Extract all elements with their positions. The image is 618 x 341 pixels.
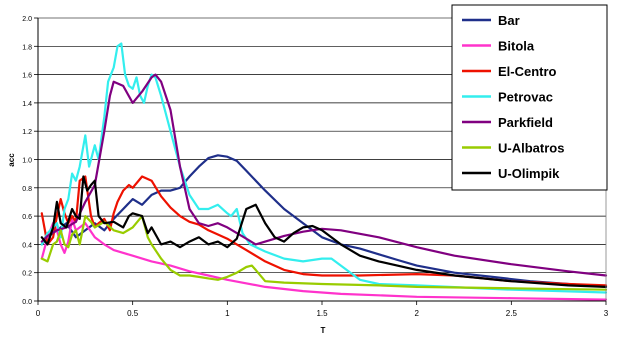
y-axis-label: acc [7, 153, 16, 167]
y-tick-label: 0.8 [22, 186, 32, 193]
y-tick-label: 1.6 [22, 73, 32, 80]
y-tick-label: 0.4 [22, 242, 32, 249]
x-tick-label: 1 [225, 309, 230, 318]
x-axis-label: T [321, 326, 326, 335]
y-tick-label: 1.8 [22, 44, 32, 51]
y-tick-label: 1.4 [22, 101, 32, 108]
x-tick-label: 2 [414, 309, 419, 318]
series-line-bitola [40, 217, 608, 301]
series-lines [40, 42, 608, 301]
legend: Bar Bitola El-Centro Petrovac Parkfield U-Alb… [451, 4, 608, 191]
legend-label-bitola: Bitola [498, 39, 535, 54]
series-line-petrovac [40, 42, 608, 294]
y-tick-label: 0.2 [22, 271, 32, 278]
y-tick-label: 0.6 [22, 214, 32, 221]
legend-label-parkfield: Parkfield [498, 115, 553, 130]
x-tick-label: 1.5 [316, 309, 328, 318]
y-tick-label: 1.2 [22, 129, 32, 136]
legend-label-u-albatros: U-Albatros [498, 141, 564, 156]
x-tick-label: 3 [604, 309, 609, 318]
legend-label-petrovac: Petrovac [498, 90, 553, 105]
series-line-bar [40, 154, 608, 288]
y-tick-label: 0.0 [22, 299, 32, 306]
x-tick-label: 0 [36, 309, 41, 318]
legend-label-u-olimpik: U-Olimpik [498, 166, 560, 181]
series-line-u-olimpik [40, 175, 608, 288]
axes: 0.0 0.2 0.4 0.6 0.8 1.0 1.2 1.4 1.6 1.8 2.0 0 0.5 1 1.… [22, 16, 609, 318]
series-line-u-albatros [40, 215, 608, 291]
y-tick-label: 1.0 [22, 158, 32, 165]
y-tick-label: 2.0 [22, 16, 32, 23]
series-line-el-centro [40, 175, 608, 287]
legend-label-bar: Bar [498, 13, 520, 28]
legend-label-el-centro: El-Centro [498, 64, 557, 79]
x-tick-label: 0.5 [127, 309, 139, 318]
x-tick-label: 2.5 [506, 309, 518, 318]
